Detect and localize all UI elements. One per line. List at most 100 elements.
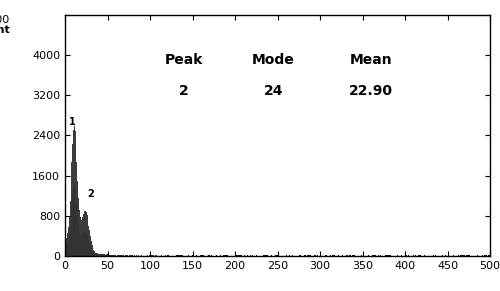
Bar bbox=[401, 255, 402, 256]
Bar bbox=[108, 254, 109, 256]
Bar bbox=[100, 254, 101, 256]
Bar bbox=[90, 245, 91, 256]
Bar bbox=[244, 255, 245, 256]
Bar bbox=[165, 255, 166, 256]
Bar bbox=[76, 162, 78, 256]
Bar bbox=[390, 255, 391, 256]
Bar bbox=[239, 255, 240, 256]
Bar bbox=[116, 255, 117, 256]
Bar bbox=[462, 255, 463, 256]
Bar bbox=[410, 255, 412, 256]
Bar bbox=[78, 198, 79, 256]
Bar bbox=[307, 255, 308, 256]
Bar bbox=[211, 255, 212, 256]
Bar bbox=[92, 251, 94, 256]
Bar bbox=[350, 255, 351, 256]
Bar bbox=[361, 255, 362, 256]
Bar bbox=[276, 255, 277, 256]
Bar bbox=[382, 255, 384, 256]
Bar bbox=[147, 255, 148, 256]
Bar bbox=[114, 255, 116, 256]
Bar bbox=[101, 254, 102, 256]
Bar bbox=[460, 255, 462, 256]
Text: Count: Count bbox=[0, 25, 10, 36]
Bar bbox=[84, 211, 85, 256]
Bar bbox=[308, 255, 310, 256]
Bar bbox=[227, 255, 228, 256]
Bar bbox=[415, 255, 416, 256]
Bar bbox=[122, 255, 123, 256]
Bar bbox=[126, 255, 128, 256]
Bar bbox=[156, 255, 157, 256]
Bar bbox=[480, 255, 481, 256]
Bar bbox=[160, 255, 162, 256]
Text: 2: 2 bbox=[87, 189, 94, 199]
Bar bbox=[119, 255, 120, 256]
Bar bbox=[84, 231, 85, 256]
Bar bbox=[264, 255, 265, 256]
Bar bbox=[143, 255, 144, 256]
Bar bbox=[89, 242, 90, 256]
Bar bbox=[97, 253, 98, 256]
Bar bbox=[352, 255, 354, 256]
Bar bbox=[141, 255, 142, 256]
Bar bbox=[97, 255, 98, 256]
Bar bbox=[176, 255, 177, 256]
Bar bbox=[369, 255, 370, 256]
Bar bbox=[68, 227, 69, 256]
Bar bbox=[109, 255, 110, 256]
Text: 24: 24 bbox=[264, 84, 283, 98]
Bar bbox=[180, 255, 181, 256]
Bar bbox=[322, 255, 323, 256]
Bar bbox=[320, 255, 322, 256]
Bar bbox=[419, 255, 420, 256]
Bar bbox=[101, 255, 102, 256]
Bar bbox=[80, 236, 82, 256]
Bar bbox=[432, 255, 434, 256]
Bar bbox=[202, 255, 203, 256]
Bar bbox=[153, 255, 154, 256]
Bar bbox=[262, 255, 264, 256]
Bar bbox=[237, 255, 238, 256]
Bar bbox=[418, 255, 419, 256]
Bar bbox=[67, 244, 68, 256]
Bar bbox=[123, 255, 124, 256]
Bar bbox=[72, 194, 73, 256]
Bar bbox=[310, 255, 311, 256]
Bar bbox=[434, 255, 435, 256]
Bar bbox=[134, 255, 135, 256]
Bar bbox=[402, 255, 403, 256]
Bar bbox=[477, 255, 478, 256]
Bar bbox=[113, 255, 114, 256]
Bar bbox=[112, 255, 113, 256]
Bar bbox=[486, 255, 487, 256]
Bar bbox=[222, 255, 224, 256]
Bar bbox=[102, 255, 103, 256]
Bar bbox=[374, 255, 375, 256]
Bar bbox=[238, 255, 239, 256]
Bar bbox=[366, 255, 367, 256]
Bar bbox=[122, 255, 123, 256]
Bar bbox=[164, 255, 165, 256]
Bar bbox=[250, 255, 252, 256]
Bar bbox=[375, 255, 376, 256]
Bar bbox=[104, 255, 106, 256]
Bar bbox=[131, 255, 132, 256]
Bar bbox=[385, 255, 386, 256]
Bar bbox=[408, 255, 409, 256]
Bar bbox=[376, 255, 378, 256]
Bar bbox=[136, 255, 137, 256]
Bar bbox=[82, 235, 84, 256]
Bar bbox=[190, 255, 191, 256]
Bar bbox=[196, 255, 197, 256]
Bar bbox=[100, 255, 101, 256]
Bar bbox=[107, 255, 108, 256]
Bar bbox=[72, 144, 73, 256]
Bar bbox=[134, 255, 135, 256]
Bar bbox=[131, 255, 132, 256]
Bar bbox=[230, 255, 231, 256]
Bar bbox=[245, 255, 246, 256]
Bar bbox=[110, 255, 112, 256]
Bar bbox=[346, 255, 347, 256]
Bar bbox=[300, 255, 301, 256]
